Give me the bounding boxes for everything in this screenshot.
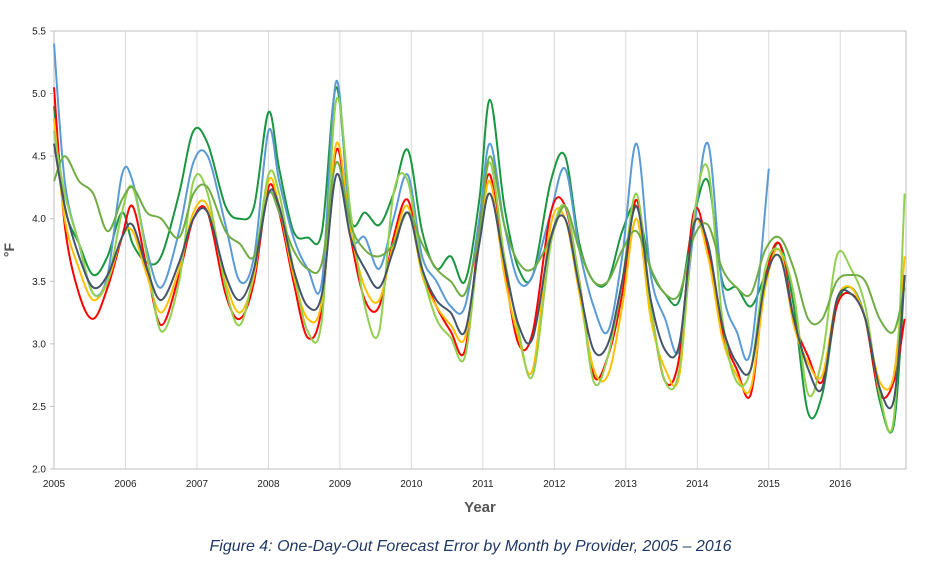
- series-group: [53, 43, 906, 434]
- y-tick-label: 3.0: [32, 339, 46, 350]
- x-tick-label: 2010: [400, 479, 423, 490]
- y-tick-label: 5.0: [32, 89, 46, 100]
- x-tick-label: 2009: [329, 479, 352, 490]
- x-tick-label: 2015: [758, 479, 781, 490]
- series-line-5: [53, 96, 906, 433]
- x-tick-label: 2008: [257, 479, 280, 490]
- line-chart: 2005 2006 2007 2008 2009 2010 2011 2012 2013 2014…: [1, 27, 907, 516]
- y-tick-label: 2.0: [32, 465, 46, 476]
- x-tick-label: 2006: [114, 479, 137, 490]
- x-tick-label: 2016: [829, 479, 852, 490]
- series-line-2: [53, 43, 770, 361]
- y-axis-label: °F: [1, 242, 17, 257]
- grid-lines: [124, 31, 841, 469]
- x-tick-label: 2005: [43, 479, 66, 490]
- x-tick-label: 2011: [472, 479, 494, 490]
- y-axis-ticks: 2.0 2.5 3.0 3.5 4.0 4.5 5.0 5.5: [32, 27, 54, 476]
- y-tick-label: 3.5: [32, 277, 46, 288]
- y-tick-label: 4.0: [32, 214, 46, 225]
- y-tick-label: 2.5: [32, 402, 46, 413]
- y-tick-label: 5.5: [32, 27, 46, 38]
- x-tick-label: 2012: [543, 479, 566, 490]
- series-line-7: [53, 143, 906, 410]
- series-line-4: [53, 118, 906, 395]
- x-tick-label: 2014: [686, 479, 709, 490]
- figure-caption: Figure 4: One-Day-Out Forecast Error by …: [209, 538, 732, 555]
- y-tick-label: 4.5: [32, 152, 46, 163]
- series-line-6: [53, 155, 906, 334]
- x-axis-ticks: 2005 2006 2007 2008 2009 2010 2011 2012 2013 2014…: [43, 479, 852, 490]
- plot-area: [53, 30, 907, 470]
- x-axis-label: Year: [464, 499, 496, 516]
- x-tick-label: 2013: [615, 479, 638, 490]
- x-tick-label: 2007: [186, 479, 209, 490]
